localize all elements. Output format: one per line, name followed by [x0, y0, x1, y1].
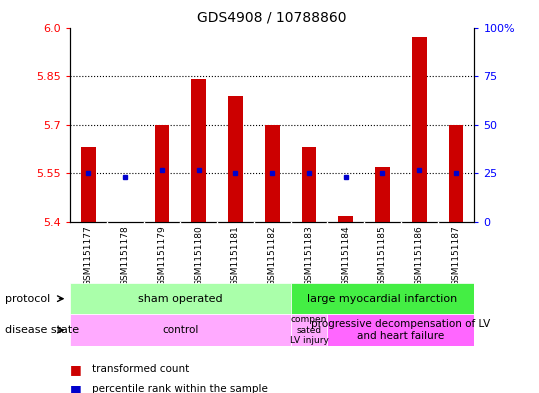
Bar: [70, 283, 291, 314]
Bar: [375, 167, 390, 222]
Bar: [155, 125, 169, 222]
Title: GDS4908 / 10788860: GDS4908 / 10788860: [197, 11, 347, 25]
Text: ■: ■: [70, 363, 82, 376]
Bar: [265, 125, 280, 222]
Text: GSM1151183: GSM1151183: [305, 225, 314, 286]
Text: large myocardial infarction: large myocardial infarction: [307, 294, 458, 304]
Bar: [302, 147, 316, 222]
Text: GSM1151180: GSM1151180: [194, 225, 203, 286]
Text: transformed count: transformed count: [92, 364, 189, 375]
Text: GSM1151187: GSM1151187: [452, 225, 460, 286]
Text: control: control: [162, 325, 198, 335]
Bar: [70, 314, 291, 346]
Text: ■: ■: [70, 382, 82, 393]
Bar: [228, 95, 243, 222]
Bar: [191, 79, 206, 222]
Bar: [291, 314, 327, 346]
Bar: [338, 216, 353, 222]
Bar: [81, 147, 96, 222]
Text: GSM1151179: GSM1151179: [157, 225, 167, 286]
Text: GSM1151184: GSM1151184: [341, 225, 350, 286]
Text: GSM1151186: GSM1151186: [414, 225, 424, 286]
Bar: [291, 283, 474, 314]
Text: GSM1151182: GSM1151182: [268, 225, 277, 286]
Text: percentile rank within the sample: percentile rank within the sample: [92, 384, 267, 393]
Bar: [412, 37, 426, 222]
Text: compen
sated
LV injury: compen sated LV injury: [289, 315, 328, 345]
Text: protocol: protocol: [5, 294, 51, 304]
Text: GSM1151178: GSM1151178: [121, 225, 130, 286]
Text: disease state: disease state: [5, 325, 80, 335]
Bar: [448, 125, 464, 222]
Text: GSM1151177: GSM1151177: [84, 225, 93, 286]
Text: progressive decompensation of LV
and heart failure: progressive decompensation of LV and hea…: [311, 320, 490, 341]
Text: GSM1151181: GSM1151181: [231, 225, 240, 286]
Bar: [327, 314, 474, 346]
Text: sham operated: sham operated: [138, 294, 223, 304]
Text: GSM1151185: GSM1151185: [378, 225, 387, 286]
